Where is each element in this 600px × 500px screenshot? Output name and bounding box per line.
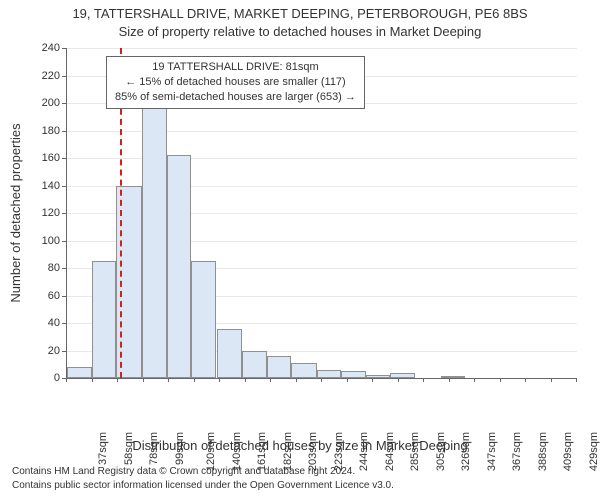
x-tick-label: 305sqm <box>435 432 447 471</box>
histogram-bar <box>441 376 465 378</box>
x-tick-mark <box>66 378 67 382</box>
y-tick-label: 220 <box>24 70 60 82</box>
y-tick-label: 20 <box>24 345 60 357</box>
histogram-bar <box>242 351 267 379</box>
x-tick-mark <box>398 378 399 382</box>
x-tick-label: 99sqm <box>174 432 186 465</box>
x-tick-mark <box>449 378 450 382</box>
x-tick-mark <box>194 378 195 382</box>
histogram-bar <box>92 261 116 378</box>
x-tick-label: 388sqm <box>537 432 549 471</box>
y-axis-label: Number of detached properties <box>8 123 23 302</box>
histogram-bar <box>390 373 415 379</box>
y-tick-mark <box>62 351 66 352</box>
x-tick-mark <box>576 378 577 382</box>
annotation-line: 85% of semi-detached houses are larger (… <box>115 90 356 105</box>
y-tick-mark <box>62 48 66 49</box>
y-tick-label: 240 <box>24 42 60 54</box>
y-tick-mark <box>62 268 66 269</box>
x-tick-label: 182sqm <box>282 432 294 471</box>
y-tick-mark <box>62 186 66 187</box>
x-tick-label: 409sqm <box>562 432 574 471</box>
y-tick-label: 140 <box>24 180 60 192</box>
chart-title-sub: Size of property relative to detached ho… <box>0 24 600 39</box>
x-tick-label: 347sqm <box>486 432 498 471</box>
x-tick-label: 429sqm <box>588 432 600 471</box>
x-tick-label: 326sqm <box>460 432 472 471</box>
footer-line-1: Contains HM Land Registry data © Crown c… <box>12 466 355 477</box>
histogram-bar <box>142 106 167 378</box>
x-tick-mark <box>270 378 271 382</box>
x-tick-mark <box>474 378 475 382</box>
annotation-line: ← 15% of detached houses are smaller (11… <box>115 75 356 90</box>
x-tick-label: 161sqm <box>256 432 268 471</box>
y-tick-mark <box>62 241 66 242</box>
x-tick-label: 58sqm <box>123 432 135 465</box>
y-tick-label: 200 <box>24 97 60 109</box>
y-tick-label: 120 <box>24 207 60 219</box>
y-tick-label: 80 <box>24 262 60 274</box>
x-tick-label: 37sqm <box>97 432 109 465</box>
x-tick-label: 120sqm <box>205 432 217 471</box>
y-tick-mark <box>62 296 66 297</box>
x-tick-mark <box>551 378 552 382</box>
y-tick-mark <box>62 158 66 159</box>
x-tick-label: 140sqm <box>231 432 243 471</box>
chart-title-main: 19, TATTERSHALL DRIVE, MARKET DEEPING, P… <box>0 6 600 21</box>
y-tick-label: 160 <box>24 152 60 164</box>
x-tick-label: 264sqm <box>384 432 396 471</box>
y-tick-label: 0 <box>24 372 60 384</box>
x-tick-mark <box>92 378 93 382</box>
histogram-bar <box>217 329 242 379</box>
chart-container: 19, TATTERSHALL DRIVE, MARKET DEEPING, P… <box>0 0 600 500</box>
histogram-bar <box>341 371 366 378</box>
x-tick-mark <box>423 378 424 382</box>
gridline <box>67 48 577 49</box>
y-tick-label: 40 <box>24 317 60 329</box>
histogram-bar <box>317 370 341 378</box>
x-tick-mark <box>321 378 322 382</box>
x-tick-label: 223sqm <box>333 432 345 471</box>
x-tick-mark <box>347 378 348 382</box>
x-tick-mark <box>296 378 297 382</box>
y-tick-mark <box>62 76 66 77</box>
annotation-box: 19 TATTERSHALL DRIVE: 81sqm ← 15% of det… <box>106 56 365 109</box>
x-tick-label: 244sqm <box>358 432 370 471</box>
x-tick-mark <box>117 378 118 382</box>
histogram-bar <box>167 155 191 378</box>
x-tick-mark <box>372 378 373 382</box>
annotation-line: 19 TATTERSHALL DRIVE: 81sqm <box>115 60 356 75</box>
y-tick-mark <box>62 323 66 324</box>
x-tick-mark <box>219 378 220 382</box>
x-tick-mark <box>500 378 501 382</box>
y-tick-mark <box>62 213 66 214</box>
y-tick-label: 180 <box>24 125 60 137</box>
y-tick-mark <box>62 131 66 132</box>
histogram-bar <box>191 261 216 378</box>
x-tick-mark <box>525 378 526 382</box>
x-tick-mark <box>168 378 169 382</box>
footer-line-2: Contains public sector information licen… <box>12 480 394 491</box>
x-tick-label: 203sqm <box>307 432 319 471</box>
y-tick-label: 100 <box>24 235 60 247</box>
histogram-bar <box>366 375 390 378</box>
histogram-bar <box>267 356 291 378</box>
x-tick-mark <box>245 378 246 382</box>
x-tick-label: 285sqm <box>409 432 421 471</box>
x-axis-label: Distribution of detached houses by size … <box>0 438 600 453</box>
y-tick-label: 60 <box>24 290 60 302</box>
y-tick-mark <box>62 103 66 104</box>
x-tick-mark <box>143 378 144 382</box>
histogram-bar <box>67 367 92 378</box>
x-tick-label: 367sqm <box>511 432 523 471</box>
x-tick-label: 78sqm <box>148 432 160 465</box>
histogram-bar <box>291 363 316 378</box>
